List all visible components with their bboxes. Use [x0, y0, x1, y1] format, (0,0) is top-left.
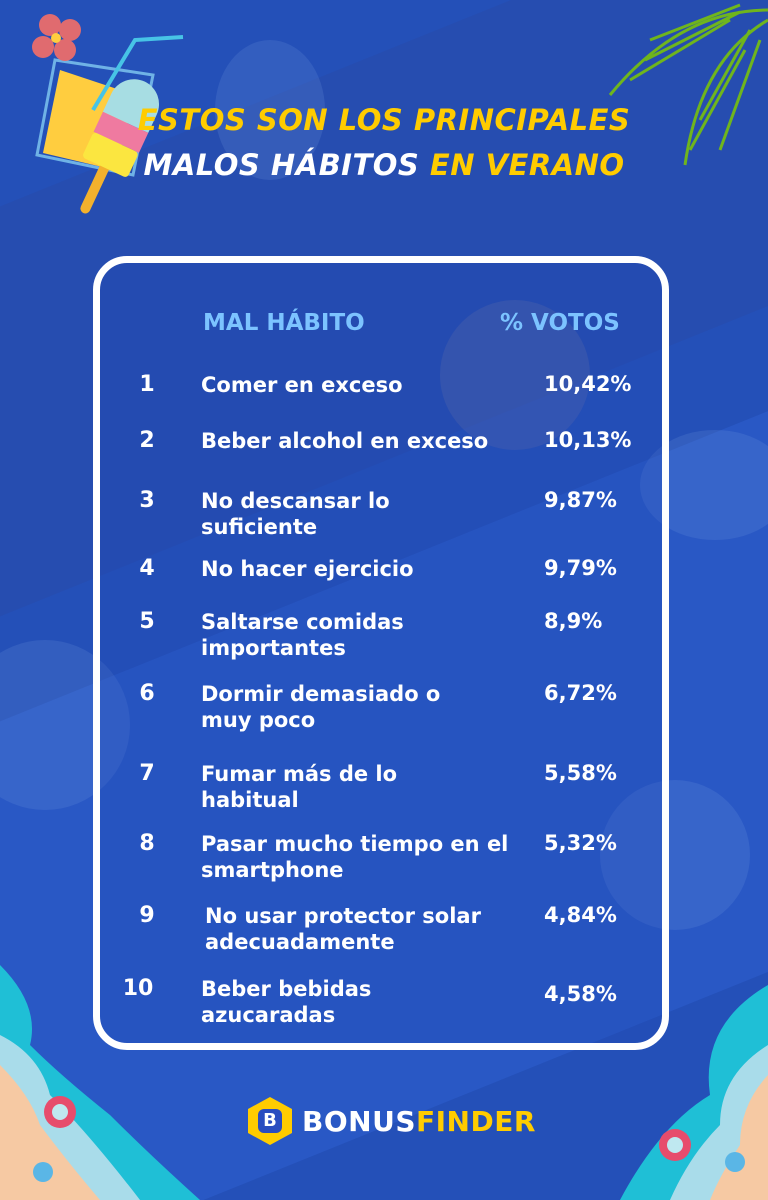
bg-watermelon-shape — [215, 40, 325, 180]
vote-percent: 9,87% — [544, 488, 617, 512]
habit-label: Fumar más de lo habitual — [201, 762, 398, 812]
title-line-2-white: MALOS HÁBITOS — [143, 148, 420, 182]
vote-percent: 8,9% — [544, 609, 603, 633]
habit-label: No hacer ejercicio — [201, 557, 414, 581]
brand-part-bonus: BONUS — [302, 1104, 416, 1138]
rank: 3 — [139, 488, 155, 513]
rank: 1 — [139, 372, 155, 397]
bonusfinder-hex-icon: B — [248, 1097, 292, 1145]
rank: 4 — [139, 556, 155, 581]
habit-label: No usar protector solar adecuadamente — [205, 904, 481, 954]
vote-percent: 4,84% — [544, 903, 617, 927]
bg-float-shape — [0, 640, 130, 810]
rank: 7 — [139, 761, 155, 786]
rank: 10 — [122, 976, 154, 1001]
brand-name: BONUSFINDER — [302, 1105, 536, 1138]
rank: 5 — [139, 609, 155, 634]
beach-corner-right — [620, 985, 768, 1200]
habit-label: Comer en exceso — [201, 373, 403, 397]
vote-percent: 10,42% — [544, 372, 632, 396]
rank: 8 — [139, 831, 155, 856]
page-title: ESTOS SON LOS PRINCIPALES MALOS HÁBITOS … — [0, 98, 768, 188]
palm-leaves-icon — [608, 3, 768, 166]
title-line-1: ESTOS SON LOS PRINCIPALES — [137, 103, 631, 137]
drink-popsicle-icon — [32, 14, 184, 214]
rank: 6 — [139, 681, 155, 706]
vote-percent: 4,58% — [544, 982, 617, 1006]
beach-corner-left — [0, 965, 200, 1200]
habit-label: Dormir demasiado o muy poco — [201, 682, 441, 732]
bonusfinder-logo: B BONUSFINDER — [248, 1097, 536, 1145]
habit-label: No descansar lo suficiente — [201, 489, 390, 539]
brand-part-finder: FINDER — [415, 1104, 536, 1138]
rank: 9 — [139, 903, 155, 928]
habit-label: Beber alcohol en exceso — [201, 429, 489, 453]
habit-label: Saltarse comidas importantes — [201, 610, 404, 660]
rank: 2 — [139, 428, 155, 453]
bg-fish-shape — [640, 430, 768, 540]
vote-percent: 10,13% — [544, 428, 632, 452]
vote-percent: 5,32% — [544, 831, 617, 855]
column-header-votes: % VOTOS — [500, 310, 620, 336]
logo-letter: B — [258, 1109, 282, 1133]
vote-percent: 9,79% — [544, 556, 617, 580]
column-header-habit: MAL HÁBITO — [203, 310, 365, 336]
vote-percent: 5,58% — [544, 761, 617, 785]
vote-percent: 6,72% — [544, 681, 617, 705]
bg-bucket-shape — [600, 780, 750, 930]
title-line-2-yellow: EN VERANO — [429, 148, 625, 182]
bg-sun-shape — [440, 300, 590, 450]
habit-label: Beber bebidas azucaradas — [201, 977, 372, 1027]
habit-label: Pasar mucho tiempo en el smartphone — [201, 832, 509, 882]
habits-table-card — [93, 256, 669, 1050]
